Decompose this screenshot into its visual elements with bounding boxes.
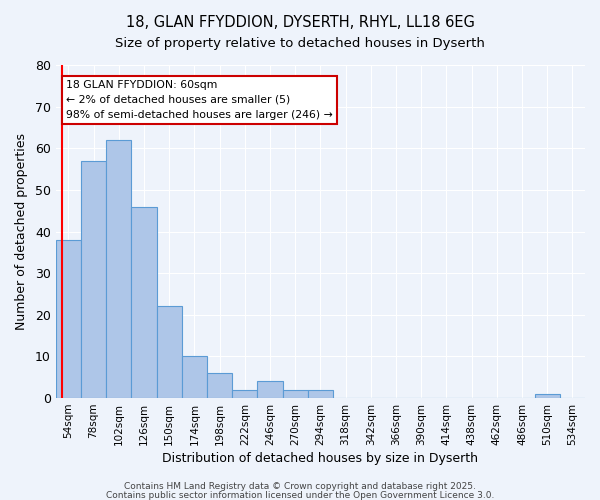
Text: 18 GLAN FFYDDION: 60sqm
← 2% of detached houses are smaller (5)
98% of semi-deta: 18 GLAN FFYDDION: 60sqm ← 2% of detached…	[67, 80, 333, 120]
Y-axis label: Number of detached properties: Number of detached properties	[15, 133, 28, 330]
Bar	[106, 140, 131, 398]
Bar	[207, 373, 232, 398]
Bar	[131, 206, 157, 398]
Text: Contains public sector information licensed under the Open Government Licence 3.: Contains public sector information licen…	[106, 490, 494, 500]
Bar	[283, 390, 308, 398]
Text: 18, GLAN FFYDDION, DYSERTH, RHYL, LL18 6EG: 18, GLAN FFYDDION, DYSERTH, RHYL, LL18 6…	[125, 15, 475, 30]
Bar	[157, 306, 182, 398]
Bar	[535, 394, 560, 398]
Bar	[56, 240, 81, 398]
X-axis label: Distribution of detached houses by size in Dyserth: Distribution of detached houses by size …	[163, 452, 478, 465]
Text: Size of property relative to detached houses in Dyserth: Size of property relative to detached ho…	[115, 38, 485, 51]
Bar	[232, 390, 257, 398]
Bar	[81, 161, 106, 398]
Bar	[182, 356, 207, 398]
Bar	[308, 390, 333, 398]
Bar	[257, 382, 283, 398]
Text: Contains HM Land Registry data © Crown copyright and database right 2025.: Contains HM Land Registry data © Crown c…	[124, 482, 476, 491]
